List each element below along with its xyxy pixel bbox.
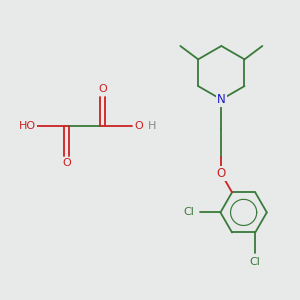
Text: O: O [62,158,71,168]
Text: O: O [134,121,143,130]
Text: O: O [98,84,107,94]
Text: HO: HO [19,121,36,131]
Text: Cl: Cl [184,207,195,218]
Text: Cl: Cl [250,257,261,267]
Text: O: O [217,167,226,180]
Text: H: H [148,121,157,130]
Text: N: N [217,93,226,106]
